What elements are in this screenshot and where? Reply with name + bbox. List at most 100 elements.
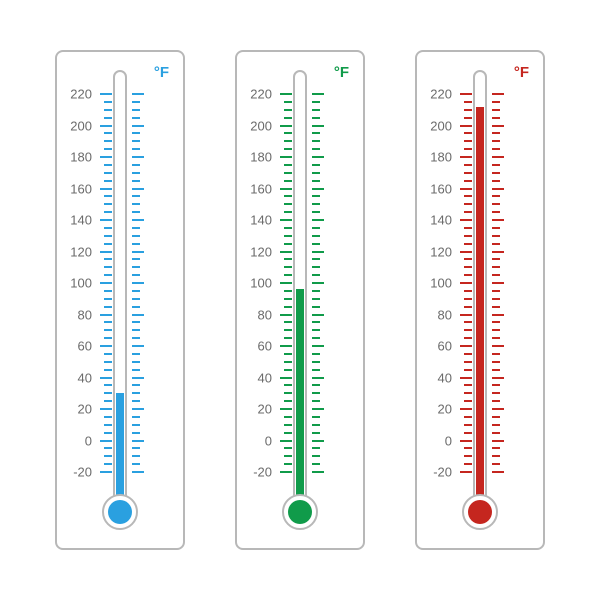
tick-minor — [104, 203, 112, 205]
tick-minor — [464, 235, 472, 237]
tick-minor — [492, 101, 500, 103]
tick-minor — [312, 227, 320, 229]
mercury-column — [116, 393, 124, 500]
tick-minor — [492, 353, 500, 355]
tick-major — [312, 219, 324, 221]
tick-minor — [284, 243, 292, 245]
tick-label: 200 — [430, 118, 452, 133]
tick-minor — [284, 432, 292, 434]
tick-major — [492, 125, 504, 127]
tick-label: 40 — [438, 370, 452, 385]
tick-minor — [492, 172, 500, 174]
tick-label: 220 — [70, 87, 92, 102]
tick-label: -20 — [253, 465, 272, 480]
tick-minor — [312, 384, 320, 386]
tick-minor — [104, 235, 112, 237]
tick-minor — [312, 400, 320, 402]
tick-minor — [104, 101, 112, 103]
tick-major — [100, 251, 112, 253]
tick-minor — [132, 180, 140, 182]
tick-major — [100, 314, 112, 316]
tick-label: 80 — [258, 307, 272, 322]
tick-minor — [284, 306, 292, 308]
tick-minor — [464, 416, 472, 418]
tick-minor — [284, 148, 292, 150]
tick-minor — [132, 274, 140, 276]
tick-minor — [492, 392, 500, 394]
tick-minor — [284, 353, 292, 355]
tick-minor — [284, 274, 292, 276]
tick-minor — [464, 321, 472, 323]
tick-minor — [312, 203, 320, 205]
tick-minor — [132, 361, 140, 363]
mercury-column — [476, 107, 484, 500]
tick-minor — [104, 227, 112, 229]
tick-minor — [464, 424, 472, 426]
tick-major — [460, 377, 472, 379]
tick-minor — [464, 211, 472, 213]
tick-minor — [464, 172, 472, 174]
tick-minor — [104, 321, 112, 323]
tick-minor — [132, 463, 140, 465]
tick-major — [132, 408, 144, 410]
tick-minor — [464, 361, 472, 363]
tick-minor — [312, 243, 320, 245]
tick-minor — [132, 353, 140, 355]
tick-minor — [104, 172, 112, 174]
tick-label: 220 — [430, 87, 452, 102]
tick-minor — [104, 258, 112, 260]
tick-minor — [104, 361, 112, 363]
tick-minor — [492, 211, 500, 213]
tick-minor — [104, 243, 112, 245]
tick-minor — [492, 424, 500, 426]
tick-major — [100, 93, 112, 95]
tick-label: 180 — [70, 150, 92, 165]
tick-minor — [464, 463, 472, 465]
tick-major — [100, 408, 112, 410]
tick-minor — [132, 400, 140, 402]
tick-minor — [284, 195, 292, 197]
tick-label: 140 — [250, 213, 272, 228]
tick-minor — [284, 416, 292, 418]
tick-minor — [132, 195, 140, 197]
tick-minor — [492, 290, 500, 292]
tick-minor — [464, 455, 472, 457]
tick-minor — [104, 195, 112, 197]
tick-minor — [104, 298, 112, 300]
tick-minor — [492, 195, 500, 197]
tick-minor — [492, 140, 500, 142]
tick-major — [460, 408, 472, 410]
tick-minor — [492, 369, 500, 371]
tick-minor — [284, 337, 292, 339]
tick-minor — [492, 117, 500, 119]
tick-minor — [132, 369, 140, 371]
tick-minor — [312, 258, 320, 260]
tick-minor — [104, 353, 112, 355]
tick-minor — [312, 432, 320, 434]
tick-minor — [464, 195, 472, 197]
tick-minor — [132, 258, 140, 260]
tick-minor — [312, 164, 320, 166]
tick-major — [460, 219, 472, 221]
tick-minor — [284, 321, 292, 323]
tick-minor — [132, 243, 140, 245]
tick-minor — [464, 337, 472, 339]
tick-major — [460, 282, 472, 284]
thermo-cold: °F-20020406080100120140160180200220 — [55, 50, 185, 550]
tick-minor — [284, 109, 292, 111]
tick-major — [492, 440, 504, 442]
tick-minor — [132, 227, 140, 229]
tick-label: 40 — [78, 370, 92, 385]
tick-label: 200 — [70, 118, 92, 133]
tick-minor — [284, 258, 292, 260]
tick-minor — [464, 274, 472, 276]
tick-major — [132, 188, 144, 190]
tick-label: 140 — [430, 213, 452, 228]
mercury-column — [296, 289, 304, 500]
tick-minor — [492, 361, 500, 363]
tick-label: 40 — [258, 370, 272, 385]
tick-minor — [104, 392, 112, 394]
tick-major — [492, 282, 504, 284]
tick-minor — [284, 180, 292, 182]
tick-minor — [284, 290, 292, 292]
